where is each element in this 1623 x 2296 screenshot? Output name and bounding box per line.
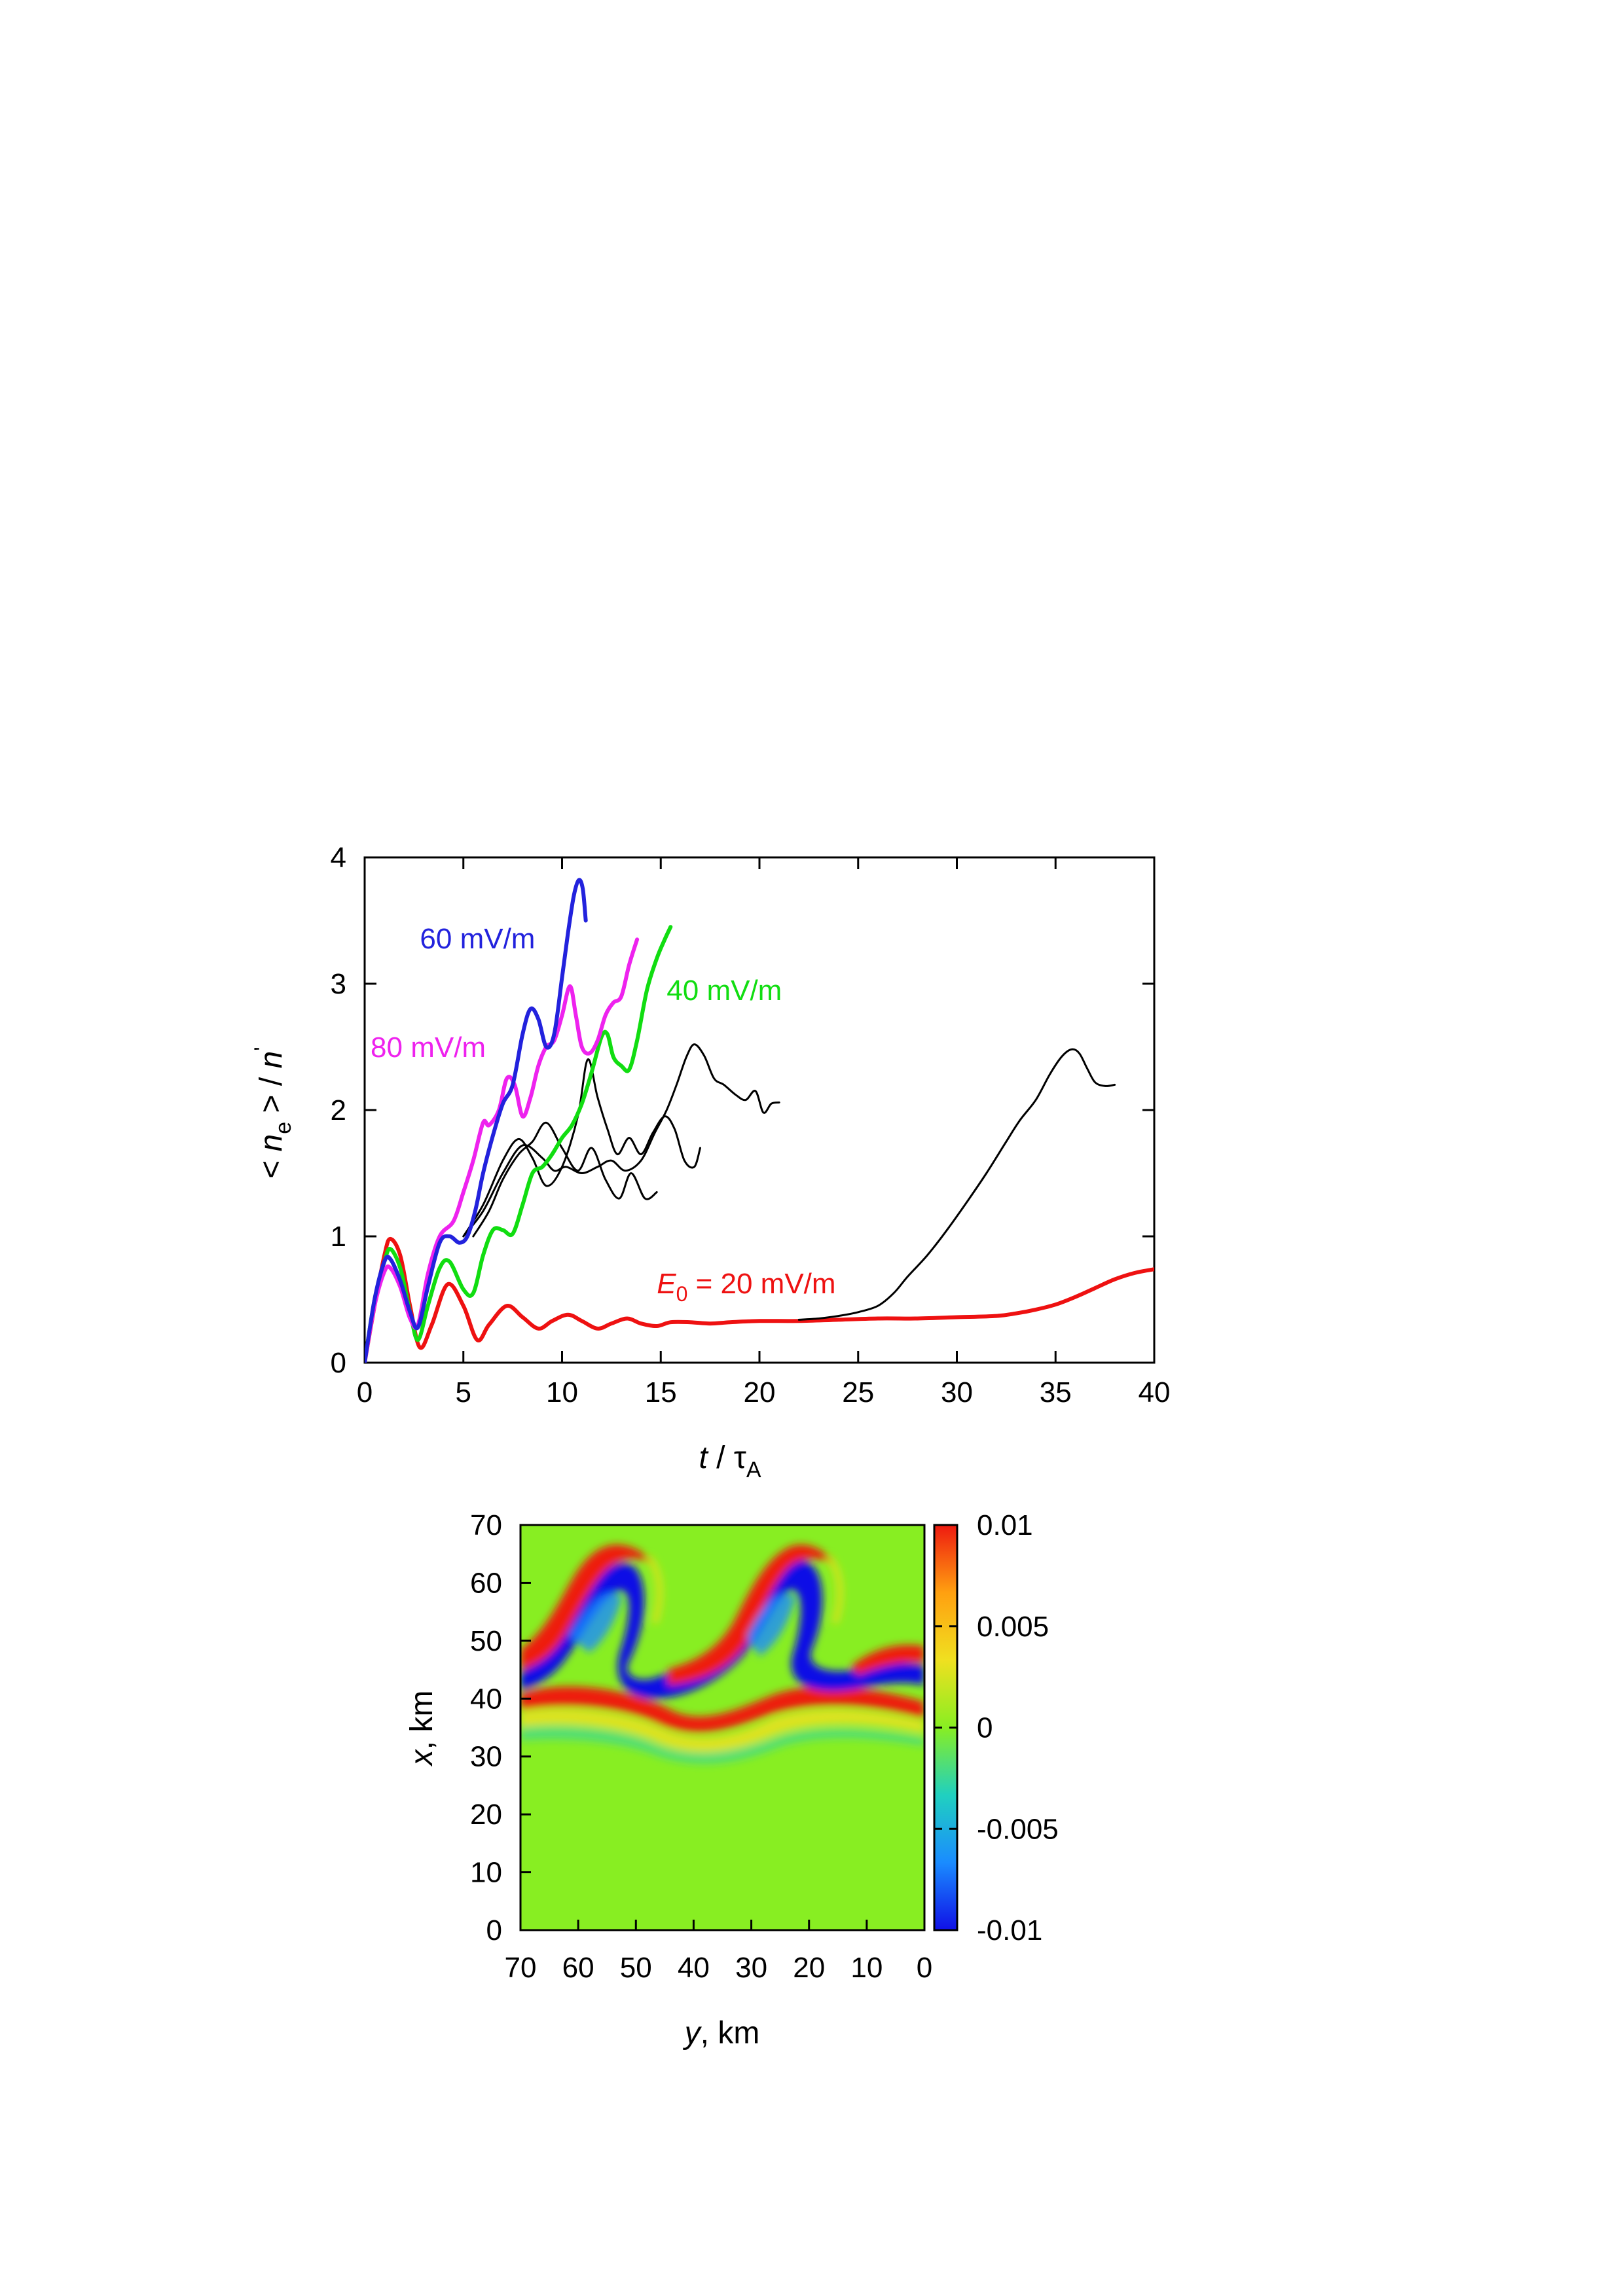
- x-tick-label: 30: [941, 1376, 973, 1408]
- heatmap-y-tick-label: 70: [470, 1509, 502, 1541]
- heatmap-y-tick-label: 30: [470, 1741, 502, 1773]
- series-line-blue: [365, 878, 588, 1363]
- x-tick-label: 25: [842, 1376, 874, 1408]
- heatmap-crest-halo-left: [646, 1555, 663, 1624]
- line-chart-x-ticks: 0 5 10 15 20 25 30 35 40: [357, 857, 1171, 1408]
- heatmap-x-tick-label: 0: [917, 1952, 932, 1984]
- heatmap-y-tick-label: 10: [470, 1857, 502, 1889]
- heatmap-band-blue: [520, 1560, 924, 1699]
- heatmap-y-tick-label: 50: [470, 1625, 502, 1657]
- heatmap-swirl-left: [570, 1592, 622, 1653]
- x-tick-label: 15: [645, 1376, 677, 1408]
- heatmap-band-yellow: [520, 1708, 924, 1752]
- series-line-black-c: [472, 1121, 658, 1238]
- line-chart-y-axis-title: < ne > / n': [250, 1047, 296, 1179]
- colorbar-tick-label: 0.01: [977, 1509, 1033, 1541]
- y-tick-label: 1: [331, 1221, 346, 1253]
- heatmap-crest-halo-right: [826, 1555, 843, 1624]
- heatmap-x-ticks: 70 60 50 40 30 20 10 0: [505, 1920, 932, 1984]
- heatmap-band-red-upper: [520, 1545, 924, 1685]
- heatmap-x-axis-title: y, km: [683, 2016, 760, 2051]
- series-line-black-b: [462, 1058, 701, 1238]
- y-tick-label: 2: [331, 1094, 346, 1126]
- heatmap-y-axis-title: x, km: [405, 1691, 439, 1767]
- line-chart: 0 5 10 15 20 25 30 35 40 0 1 2 3 4 60 mV/m 40 mV/m 80 …: [250, 842, 1170, 1482]
- series-line-red: [365, 1236, 1154, 1363]
- heatmap-chart: 70 60 50 40 30 20 10 0 0 10 20 30 40 50 60 70 y, km x,…: [405, 1509, 1059, 2051]
- y-tick-label: 0: [331, 1347, 346, 1379]
- heatmap-y-tick-label: 60: [470, 1567, 502, 1599]
- heatmap-x-tick-label: 10: [850, 1952, 883, 1984]
- heatmap-field: [520, 1525, 924, 1930]
- heatmap-x-tick-label: 70: [505, 1952, 537, 1984]
- colorbar-tick-label: 0.005: [977, 1611, 1049, 1643]
- annotation-ann-80: 80 mV/m: [371, 1031, 486, 1064]
- heatmap-y-ticks: 0 10 20 30 40 50 60 70: [470, 1509, 531, 1946]
- annotation-ann-40: 40 mV/m: [666, 975, 782, 1007]
- heatmap-x-tick-label: 20: [793, 1952, 825, 1984]
- series-line-black-a: [462, 1043, 780, 1238]
- x-tick-label: 0: [357, 1376, 373, 1408]
- heatmap-frame: [519, 1524, 926, 1931]
- heatmap-x-tick-label: 30: [735, 1952, 767, 1984]
- y-tick-label: 3: [331, 968, 346, 1000]
- x-tick-label: 5: [456, 1376, 471, 1408]
- series-line-black-long: [797, 1048, 1116, 1321]
- line-chart-x-axis-title: t / τA: [699, 1441, 761, 1482]
- line-chart-series: [365, 878, 1154, 1363]
- colorbar-ticks: 0.01 0.005 0 -0.005 -0.01: [934, 1509, 1059, 1946]
- colorbar-tick-label: 0: [977, 1712, 993, 1744]
- heatmap-swirl-right: [746, 1594, 795, 1656]
- colorbar-tick-label: -0.01: [977, 1914, 1042, 1946]
- x-tick-label: 40: [1139, 1376, 1171, 1408]
- x-tick-label: 20: [744, 1376, 776, 1408]
- heatmap-y-tick-label: 20: [470, 1799, 502, 1831]
- x-tick-label: 35: [1040, 1376, 1072, 1408]
- heatmap-x-tick-label: 60: [562, 1952, 594, 1984]
- x-tick-label: 10: [546, 1376, 578, 1408]
- y-tick-label: 4: [331, 842, 346, 874]
- heatmap-x-tick-label: 40: [678, 1952, 710, 1984]
- colorbar-tick-label: -0.005: [977, 1813, 1059, 1845]
- line-chart-y-ticks: 0 1 2 3 4: [331, 842, 1154, 1379]
- heatmap-x-tick-label: 50: [620, 1952, 652, 1984]
- annotation-ann-60: 60 mV/m: [420, 923, 535, 955]
- heatmap-y-tick-label: 0: [486, 1914, 502, 1946]
- annotation-ann-20: E0 = 20 mV/m: [657, 1268, 835, 1306]
- heatmap-band-red-lower: [520, 1686, 924, 1732]
- heatmap-band-cyan: [520, 1726, 924, 1765]
- line-chart-annotations: 60 mV/m 40 mV/m 80 mV/m E0 = 20 mV/m: [371, 923, 836, 1306]
- heatmap-y-tick-label: 40: [470, 1683, 502, 1715]
